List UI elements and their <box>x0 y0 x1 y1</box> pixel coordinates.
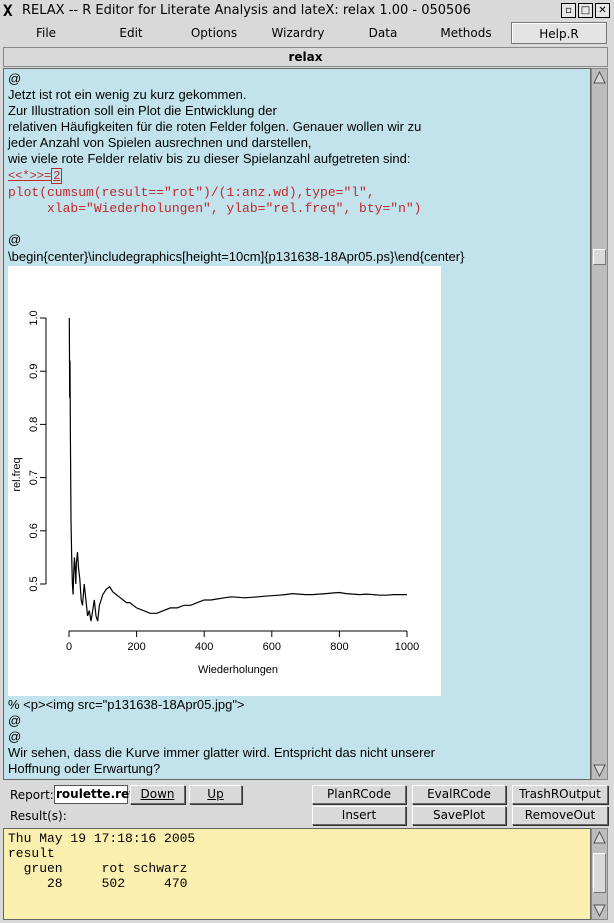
output-line: result <box>8 846 55 861</box>
text-line: jeder Anzahl von Spielen ausrechnen und … <box>8 135 312 150</box>
text-line: Wir sehen, dass die Kurve immer glatter … <box>8 745 436 760</box>
menu-options[interactable]: Options <box>190 26 238 40</box>
report-label: Report: <box>10 788 54 802</box>
y-tick-label: 0.6 <box>28 523 40 538</box>
window-title: RELAX -- R Editor for Literate Analysis … <box>22 3 471 18</box>
up-button[interactable]: Up <box>189 785 242 804</box>
output-line: gruen rot schwarz <box>8 861 188 876</box>
output-area[interactable]: Thu May 19 17:18:16 2005 result gruen ro… <box>3 828 591 920</box>
y-tick-label: 0.5 <box>28 576 40 591</box>
menu-data[interactable]: Data <box>368 26 398 40</box>
evalrcode-button[interactable]: EvalRCode <box>412 785 506 804</box>
x-axis-label: Wiederholungen <box>198 664 278 676</box>
y-axis: 0.5 0.6 0.7 0.8 0.9 1.0 <box>28 310 47 592</box>
menu-methods[interactable]: Methods <box>440 26 492 40</box>
down-button-label: Down <box>140 787 175 801</box>
scroll-up-arrow-icon[interactable] <box>592 70 607 85</box>
menu-help-r[interactable]: Help.R <box>511 22 607 44</box>
line-chart: 0.5 0.6 0.7 0.8 0.9 1.0 0 200 400 600 800 1000 Wie… <box>11 310 419 676</box>
down-button[interactable]: Down <box>130 785 185 804</box>
x-axis: 0 200 400 600 800 1000 <box>66 630 419 653</box>
insert-button[interactable]: Insert <box>312 806 406 825</box>
text-line: @ <box>8 232 22 247</box>
y-tick-label: 0.8 <box>28 417 40 432</box>
text-line: @ <box>8 713 22 728</box>
code-line: xlab="Wiederholungen", ylab="rel.freq", … <box>8 201 422 216</box>
menu-file[interactable]: File <box>35 26 57 40</box>
close-button[interactable]: ✕ <box>595 3 610 18</box>
menu-edit[interactable]: Edit <box>119 26 143 40</box>
editor-scrollbar[interactable] <box>591 68 608 780</box>
saveplot-button[interactable]: SavePlot <box>412 806 506 825</box>
text-line: Zur Illustration soll ein Plot die Entwi… <box>8 103 277 118</box>
output-line: 28 502 470 <box>8 876 188 891</box>
x-tick-label: 0 <box>66 641 72 653</box>
trashroutput-button[interactable]: TrashROutput <box>512 785 608 804</box>
scroll-down-arrow-icon[interactable] <box>592 903 607 918</box>
output-scrollbar[interactable] <box>591 828 608 920</box>
menu-bar: File Edit Options Wizardry Data Methods … <box>0 22 614 46</box>
menu-wizardry[interactable]: Wizardry <box>271 26 325 40</box>
y-tick-label: 1.0 <box>28 310 40 325</box>
series-line <box>68 317 407 622</box>
x-tick-label: 400 <box>195 641 213 653</box>
report-field[interactable]: roulette.rev <box>54 785 137 804</box>
embedded-plot: 0.5 0.6 0.7 0.8 0.9 1.0 0 200 400 600 800 1000 Wie… <box>8 266 441 696</box>
scroll-down-arrow-icon[interactable] <box>592 763 607 778</box>
x-tick-label: 800 <box>330 641 348 653</box>
text-line: wie viele rote Felder relativ bis zu die… <box>8 151 411 166</box>
minimize-button[interactable]: ▫ <box>561 3 576 18</box>
results-label: Result(s): <box>10 809 67 823</box>
code-chunk-header: <<*>>= 2 <box>8 168 63 184</box>
scroll-up-arrow-icon[interactable] <box>592 830 607 845</box>
y-tick-label: 0.7 <box>28 470 40 485</box>
x-tick-label: 1000 <box>395 641 419 653</box>
chunk-number: 2 <box>51 168 63 184</box>
x-window-icon[interactable]: X <box>3 1 13 20</box>
text-line: Jetzt ist rot ein wenig zu kurz gekommen… <box>8 87 247 102</box>
text-line: @ <box>8 729 22 744</box>
text-line: relativen Häufigkeiten für die roten Fel… <box>8 119 422 134</box>
removeout-button[interactable]: RemoveOut <box>512 806 608 825</box>
includegraphics-line: \begin{center}\includegraphics[height=10… <box>8 249 465 264</box>
scroll-thumb[interactable] <box>593 249 606 265</box>
text-line: @ <box>8 71 22 86</box>
text-line: % <p><img src="p131638-18Apr05.jpg"> <box>8 697 245 712</box>
filename-bar: relax <box>3 47 608 67</box>
editor-text-area[interactable]: @ Jetzt ist rot ein wenig zu kurz gekomm… <box>3 68 591 780</box>
x-tick-label: 600 <box>263 641 281 653</box>
chunk-header-marker: <<*>>= <box>8 169 52 183</box>
output-line: Thu May 19 17:18:16 2005 <box>8 831 196 846</box>
up-button-label: Up <box>207 787 224 801</box>
y-axis-label: rel.freq <box>11 457 23 491</box>
text-line: Hoffnung oder Erwartung? <box>8 761 161 776</box>
code-line: plot(cumsum(result=="rot")/(1:anz.wd),ty… <box>8 185 375 200</box>
x-tick-label: 200 <box>127 641 145 653</box>
scroll-thumb[interactable] <box>593 853 606 893</box>
maximize-button[interactable]: □ <box>578 3 593 18</box>
title-bar: X RELAX -- R Editor for Literate Analysi… <box>0 0 614 23</box>
y-tick-label: 0.9 <box>28 364 40 379</box>
planrcode-button[interactable]: PlanRCode <box>312 785 406 804</box>
